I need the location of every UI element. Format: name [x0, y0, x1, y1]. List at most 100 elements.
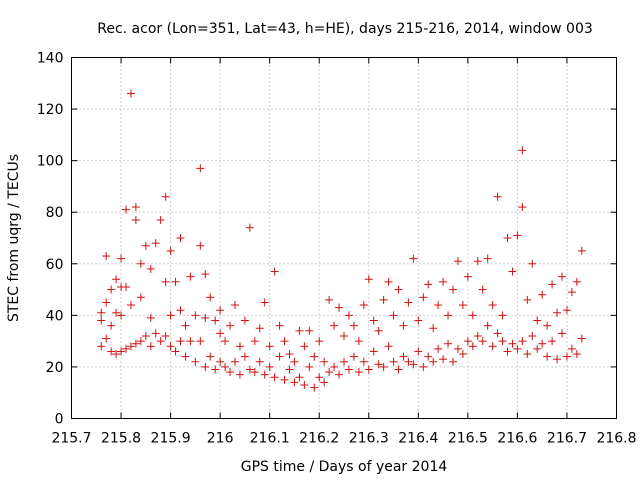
- data-point: [250, 337, 259, 346]
- data-point: [414, 347, 423, 356]
- data-point: [364, 365, 373, 374]
- data-point: [285, 350, 294, 359]
- y-tick-labels: 0 20 40 60 80 100 120 140: [37, 51, 64, 428]
- data-point: [235, 370, 244, 379]
- data-point: [419, 293, 428, 302]
- x-tick-label: 216: [207, 431, 234, 447]
- data-point: [310, 352, 319, 361]
- data-point: [315, 337, 324, 346]
- data-point: [562, 352, 571, 361]
- data-point: [186, 337, 195, 346]
- data-point: [335, 303, 344, 312]
- data-point: [424, 280, 433, 289]
- data-point: [389, 357, 398, 366]
- data-point: [488, 301, 497, 310]
- data-point: [117, 347, 126, 356]
- data-point: [305, 362, 314, 371]
- data-point: [463, 272, 472, 281]
- x-tick-label: 216.3: [349, 431, 389, 447]
- y-axis-label: STEC from uqrg / TECUs: [6, 154, 22, 322]
- x-tick-label: 216.2: [299, 431, 339, 447]
- data-point: [201, 313, 210, 322]
- data-point: [354, 337, 363, 346]
- data-point: [260, 298, 269, 307]
- data-point: [369, 316, 378, 325]
- x-tick-label: 216.8: [596, 431, 636, 447]
- data-point: [468, 311, 477, 320]
- data-point: [523, 295, 532, 304]
- data-point: [349, 321, 358, 330]
- data-point: [141, 331, 150, 340]
- data-point: [553, 355, 562, 364]
- data-point: [567, 344, 576, 353]
- data-point: [176, 306, 185, 315]
- data-point: [548, 280, 557, 289]
- data-point: [136, 259, 145, 268]
- data-point: [196, 164, 205, 173]
- data-point: [439, 355, 448, 364]
- data-point: [558, 329, 566, 338]
- data-point: [354, 368, 363, 377]
- data-point: [434, 301, 443, 310]
- data-point: [478, 337, 487, 346]
- data-point: [285, 365, 294, 374]
- data-point: [181, 352, 190, 361]
- data-point: [196, 337, 205, 346]
- data-point: [275, 352, 284, 361]
- data-point: [221, 362, 230, 371]
- data-point: [488, 342, 497, 351]
- data-point: [107, 321, 116, 330]
- data-point: [310, 383, 319, 392]
- data-point: [359, 357, 368, 366]
- data-point: [250, 368, 259, 377]
- data-point: [394, 285, 403, 294]
- data-point: [419, 362, 428, 371]
- data-point: [543, 321, 552, 330]
- data-point: [181, 321, 190, 330]
- data-point: [409, 254, 418, 263]
- data-point: [424, 352, 433, 361]
- data-point: [131, 203, 140, 212]
- data-point: [429, 357, 438, 366]
- data-point: [493, 192, 502, 201]
- data-point: [112, 275, 121, 284]
- data-point: [270, 267, 279, 276]
- data-point: [503, 347, 512, 356]
- data-point: [97, 308, 106, 317]
- data-point: [102, 252, 111, 261]
- data-point: [567, 288, 576, 297]
- data-point: [538, 339, 547, 348]
- y-tick-label: 80: [46, 205, 64, 221]
- data-point: [320, 378, 329, 387]
- data-point: [176, 234, 185, 242]
- data-point: [146, 342, 155, 351]
- data-point: [498, 311, 507, 320]
- data-point: [518, 203, 527, 212]
- x-tick-label: 215.7: [51, 431, 91, 447]
- data-point: [399, 321, 408, 330]
- data-point: [117, 311, 126, 320]
- data-point: [112, 308, 121, 317]
- data-point: [508, 339, 517, 348]
- x-tick-label: 215.8: [101, 431, 141, 447]
- data-point: [226, 321, 235, 330]
- data-point: [463, 337, 472, 346]
- data-point: [255, 324, 264, 333]
- data-point: [211, 365, 220, 374]
- data-point: [131, 215, 140, 224]
- data-point: [126, 342, 135, 351]
- data-point: [364, 275, 373, 284]
- data-point: [102, 334, 111, 343]
- data-point: [97, 342, 106, 351]
- data-point: [325, 295, 334, 304]
- data-point: [434, 344, 443, 353]
- data-point: [191, 311, 200, 320]
- data-point: [280, 375, 289, 384]
- data-points: [97, 89, 586, 392]
- y-tick-label: 0: [55, 412, 64, 428]
- data-point: [478, 285, 487, 294]
- data-point: [404, 298, 413, 307]
- data-point: [131, 339, 140, 348]
- data-point: [449, 285, 457, 294]
